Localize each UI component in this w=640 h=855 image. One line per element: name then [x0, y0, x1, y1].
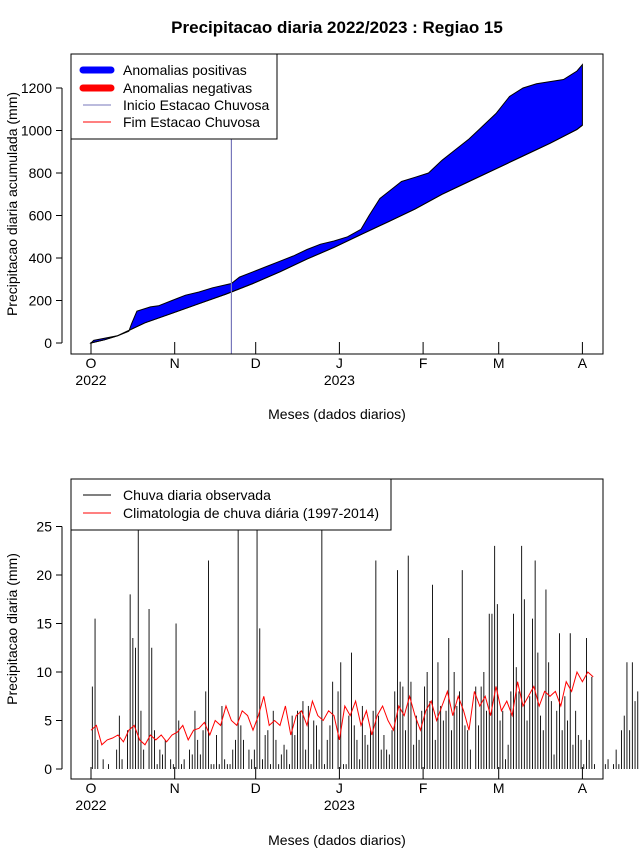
y-axis-label: Precipitacao diaria (mm) — [4, 553, 20, 705]
x-year-label: 2023 — [324, 797, 355, 813]
chart-title: Precipitacao diaria 2022/2023 : Regiao 1… — [171, 18, 503, 37]
y-tick-label: 15 — [36, 616, 52, 632]
x-year-label: 2023 — [324, 372, 355, 388]
y-tick-label: 1000 — [21, 123, 52, 139]
legend-label-negative: Anomalias negativas — [123, 80, 252, 96]
y-axis-label: Precipitacao diaria acumulada (mm) — [4, 92, 20, 316]
y-tick-label: 0 — [44, 761, 52, 777]
y-tick-label: 5 — [44, 713, 52, 729]
x-axis-label: Meses (dados diarios) — [268, 832, 406, 848]
x-tick-label: O — [86, 355, 97, 371]
legend: Anomalias positivas Anomalias negativas … — [70, 53, 278, 140]
legend-label-climatology: Climatologia de chuva diária (1997-2014) — [123, 505, 379, 521]
y-tick-label: 200 — [29, 293, 53, 309]
y-tick-label: 800 — [29, 165, 53, 181]
y-tick-label: 25 — [36, 519, 52, 535]
x-tick-label: D — [251, 355, 261, 371]
legend: Chuva diaria observada Climatologia de c… — [70, 478, 392, 531]
x-tick-label: M — [493, 780, 505, 796]
legend-box — [70, 478, 392, 531]
climatology-cumulative-line — [90, 124, 583, 344]
y-tick-label: 0 — [44, 335, 52, 351]
x-tick-label: M — [493, 355, 505, 371]
x-tick-label: J — [336, 355, 343, 371]
legend-label-end: Fim Estacao Chuvosa — [123, 114, 260, 130]
y-tick-label: 600 — [29, 208, 53, 224]
legend-label-positive: Anomalias positivas — [123, 62, 247, 78]
y-tick-label: 10 — [36, 664, 52, 680]
x-tick-label: O — [86, 780, 97, 796]
legend-label-start: Inicio Estacao Chuvosa — [123, 97, 270, 113]
climatology-line — [90, 670, 594, 746]
x-tick-label: J — [336, 780, 343, 796]
x-year-label: 2022 — [75, 372, 106, 388]
y-tick-label: 20 — [36, 567, 52, 583]
cumulative-chart: Precipitacao diaria 2022/2023 : Regiao 1… — [4, 18, 604, 422]
x-tick-label: A — [578, 355, 588, 371]
y-axis: 0 5 10 15 20 25 — [36, 519, 63, 777]
x-tick-label: N — [170, 355, 180, 371]
y-tick-label: 1200 — [21, 80, 52, 96]
y-tick-label: 400 — [29, 250, 53, 266]
y-axis: 0 200 400 600 800 1000 1200 — [21, 80, 63, 351]
x-year-label: 2022 — [75, 797, 106, 813]
cumulative-plot-area — [89, 54, 583, 354]
x-tick-label: A — [578, 780, 588, 796]
x-tick-label: N — [170, 780, 180, 796]
x-tick-label: D — [251, 780, 261, 796]
x-axis-label: Meses (dados diarios) — [268, 406, 406, 422]
legend-label-observed: Chuva diaria observada — [123, 487, 271, 503]
x-tick-label: F — [419, 355, 428, 371]
daily-rain-plot-area — [90, 497, 639, 769]
x-tick-label: F — [419, 780, 428, 796]
